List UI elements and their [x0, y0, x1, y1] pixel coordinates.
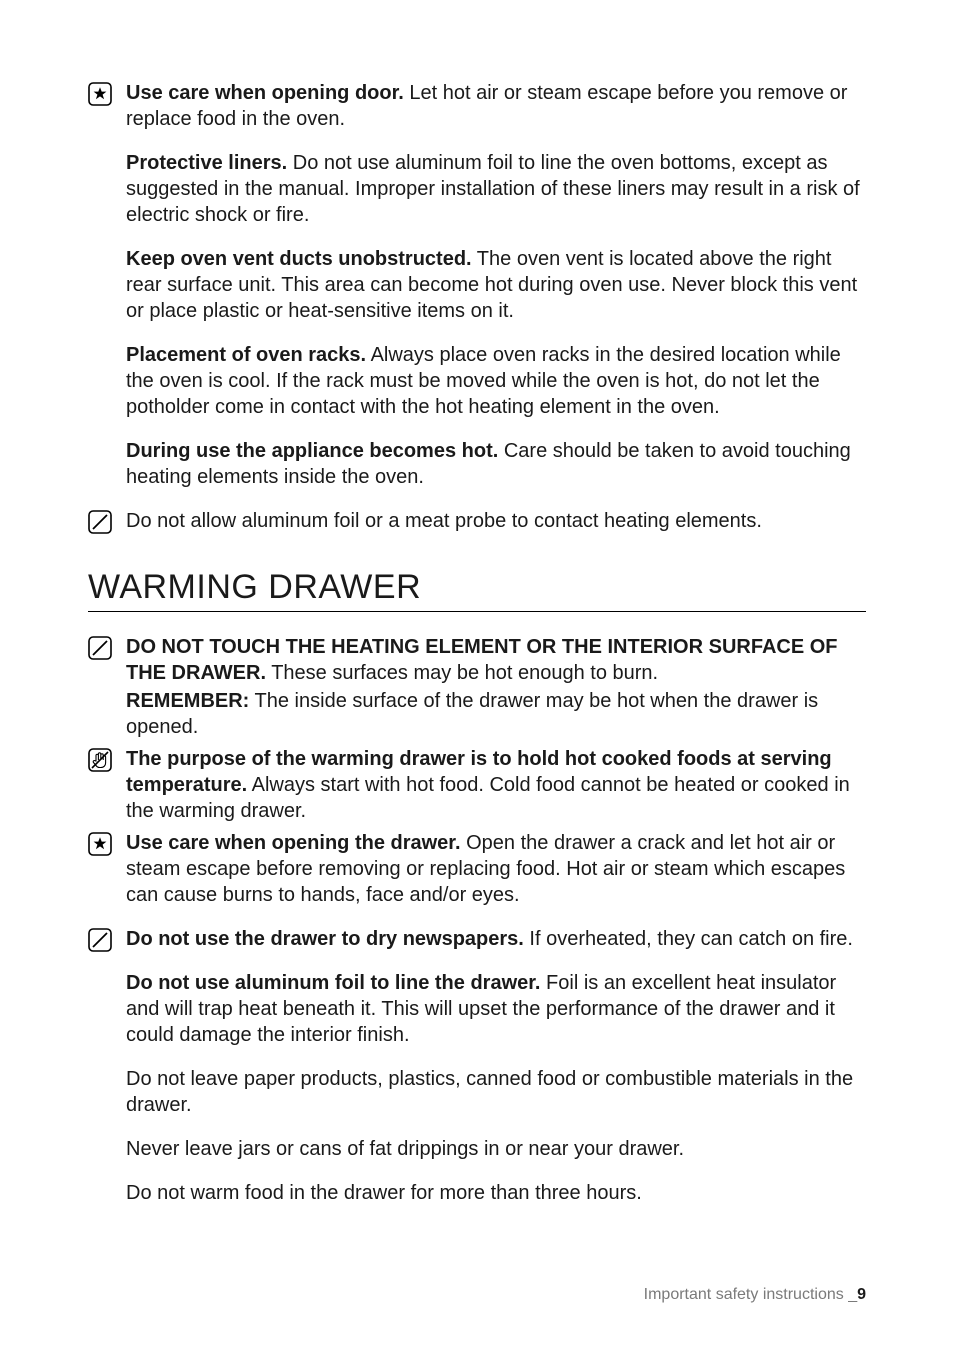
star-icon: [88, 830, 126, 856]
prohibit-icon: [88, 926, 126, 952]
para-vent-ducts: Keep oven vent ducts unobstructed. The o…: [88, 246, 866, 324]
lead: Keep oven vent ducts unobstructed.: [126, 248, 472, 270]
para-text: Keep oven vent ducts unobstructed. The o…: [126, 246, 866, 324]
rest: These surfaces may be hot enough to burn…: [266, 662, 658, 684]
footer-label: Important safety instructions _: [644, 1286, 857, 1303]
rest: Never leave jars or cans of fat dripping…: [126, 1138, 684, 1160]
lead: During use the appliance becomes hot.: [126, 440, 498, 462]
lead: Placement of oven racks.: [126, 344, 366, 366]
para-do-not-touch-heater: DO NOT TOUCH THE HEATING ELEMENT OR THE …: [88, 634, 866, 686]
para-text: Do not use aluminum foil to line the dra…: [126, 970, 866, 1048]
icon-placeholder: [88, 1180, 126, 1182]
icon-placeholder: [88, 342, 126, 344]
para-no-foil-drawer: Do not use aluminum foil to line the dra…: [88, 970, 866, 1048]
icon-placeholder: [88, 438, 126, 440]
lead: Use care when opening the drawer.: [126, 832, 461, 854]
para-no-newspapers: Do not use the drawer to dry newspapers.…: [88, 926, 866, 952]
para-text: DO NOT TOUCH THE HEATING ELEMENT OR THE …: [126, 634, 866, 686]
para-text: Do not use the drawer to dry newspapers.…: [126, 926, 866, 952]
no-touch-icon: [88, 746, 126, 772]
rest: Do not warm food in the drawer for more …: [126, 1182, 642, 1204]
para-care-opening-door: Use care when opening door. Let hot air …: [88, 80, 866, 132]
para-text: Protective liners. Do not use aluminum f…: [126, 150, 866, 228]
para-protective-liners: Protective liners. Do not use aluminum f…: [88, 150, 866, 228]
icon-placeholder: [88, 1066, 126, 1068]
para-text: The purpose of the warming drawer is to …: [126, 746, 866, 824]
manual-page: Use care when opening door. Let hot air …: [0, 0, 954, 1352]
para-oven-racks: Placement of oven racks. Always place ov…: [88, 342, 866, 420]
para-text: Do not warm food in the drawer for more …: [126, 1180, 866, 1206]
rest: Do not leave paper products, plastics, c…: [126, 1068, 853, 1116]
icon-placeholder: [88, 1136, 126, 1138]
para-care-open-drawer: Use care when opening the drawer. Open t…: [88, 830, 866, 908]
para-text: Use care when opening door. Let hot air …: [126, 80, 866, 132]
star-icon: [88, 80, 126, 106]
para-purpose: The purpose of the warming drawer is to …: [88, 746, 866, 824]
para-no-fat-drippings: Never leave jars or cans of fat dripping…: [88, 1136, 866, 1162]
para-text: Do not allow aluminum foil or a meat pro…: [126, 508, 866, 534]
para-text: Never leave jars or cans of fat dripping…: [126, 1136, 866, 1162]
lead: REMEMBER:: [126, 690, 249, 712]
lead: Protective liners.: [126, 152, 287, 174]
para-remember: REMEMBER: The inside surface of the draw…: [88, 688, 866, 740]
para-text: Use care when opening the drawer. Open t…: [126, 830, 866, 908]
para-text: During use the appliance becomes hot. Ca…: [126, 438, 866, 490]
para-three-hours: Do not warm food in the drawer for more …: [88, 1180, 866, 1206]
icon-placeholder: [88, 150, 126, 152]
icon-placeholder: [88, 970, 126, 972]
rest: Do not allow aluminum foil or a meat pro…: [126, 510, 762, 532]
para-no-paper-plastics: Do not leave paper products, plastics, c…: [88, 1066, 866, 1118]
icon-placeholder: [88, 688, 126, 690]
page-number: 9: [857, 1286, 866, 1303]
para-text: Do not leave paper products, plastics, c…: [126, 1066, 866, 1118]
lead: Do not use aluminum foil to line the dra…: [126, 972, 540, 994]
para-text: Placement of oven racks. Always place ov…: [126, 342, 866, 420]
page-footer: Important safety instructions _9: [644, 1286, 866, 1304]
para-appliance-hot: During use the appliance becomes hot. Ca…: [88, 438, 866, 490]
prohibit-icon: [88, 634, 126, 660]
para-aluminum-foil-probe: Do not allow aluminum foil or a meat pro…: [88, 508, 866, 534]
para-text: REMEMBER: The inside surface of the draw…: [126, 688, 866, 740]
prohibit-icon: [88, 508, 126, 534]
lead: Do not use the drawer to dry newspapers.: [126, 928, 524, 950]
heading-warming-drawer: WARMING DRAWER: [88, 568, 866, 607]
rest: If overheated, they can catch on fire.: [524, 928, 853, 950]
heading-rule: [88, 611, 866, 612]
icon-placeholder: [88, 246, 126, 248]
lead: Use care when opening door.: [126, 82, 404, 104]
